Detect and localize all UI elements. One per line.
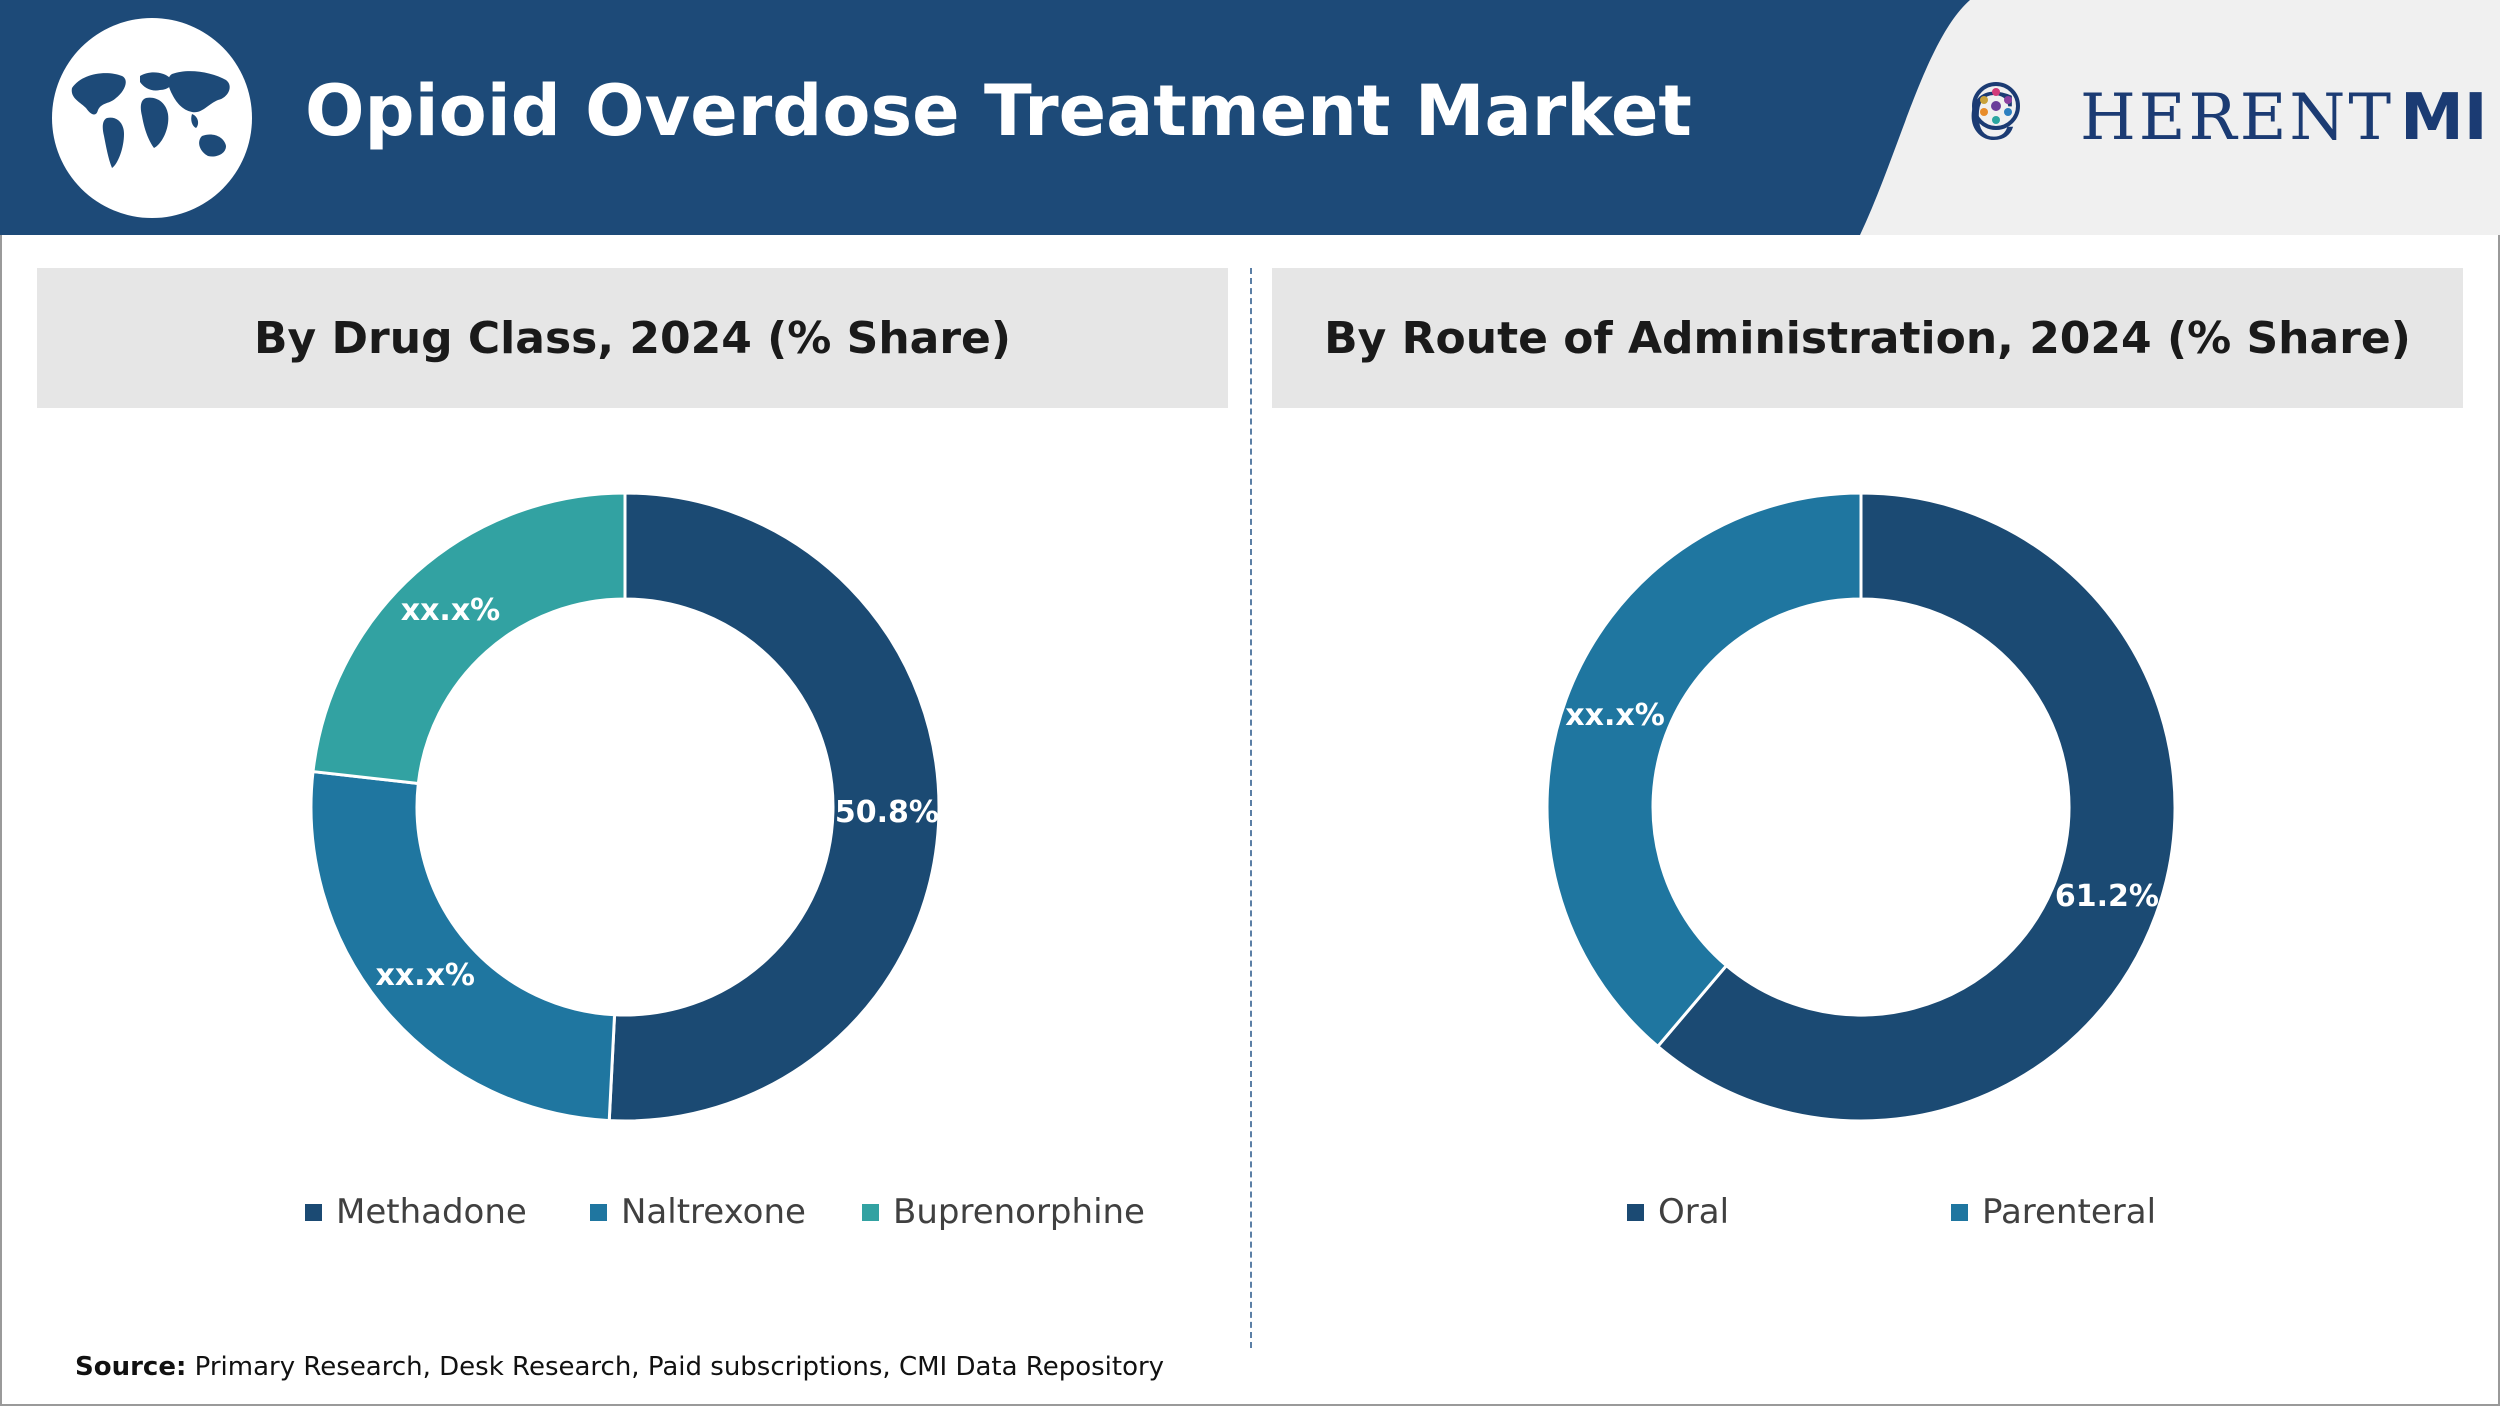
- world-map-icon: [52, 18, 252, 218]
- legend-label: Naltrexone: [621, 1192, 806, 1232]
- legend-item-naltrexone: Naltrexone: [590, 1192, 806, 1232]
- route-data-label-oral: 61.2%: [2055, 879, 2159, 914]
- legend-swatch: [1627, 1203, 1644, 1221]
- source-label: Source:: [75, 1352, 187, 1382]
- panel-title-route: By Route of Administration, 2024 (% Shar…: [1272, 268, 2463, 408]
- panel-title-drug-class: By Drug Class, 2024 (% Share): [37, 268, 1228, 408]
- header-banner: Opioid Overdose Treatment Market C HEREN…: [0, 0, 2500, 235]
- legend-swatch: [1951, 1203, 1968, 1221]
- legend-label: Methadone: [336, 1192, 527, 1232]
- panel-divider: [1250, 268, 1252, 1348]
- source-note: Source: Primary Research, Desk Research,…: [75, 1352, 1164, 1382]
- drug-class-slice-buprenorphine: [311, 491, 627, 786]
- brand-o-mark-icon: [1972, 82, 2078, 146]
- legend-swatch: [862, 1203, 879, 1221]
- legend-item-parenteral: Parenteral: [1951, 1192, 2156, 1232]
- route-data-label-parenteral: xx.x%: [1565, 698, 1665, 733]
- header-background: [0, 0, 2500, 235]
- route-slice-parenteral: [1545, 491, 1863, 1049]
- source-text: Primary Research, Desk Research, Paid su…: [186, 1352, 1165, 1382]
- legend-route: Oral Parenteral: [0, 1192, 2500, 1242]
- page-title: Opioid Overdose Treatment Market: [305, 70, 1692, 152]
- drug-class-data-label-methadone: 50.8%: [835, 795, 939, 830]
- brand-logo: C HERENT MI: [1968, 78, 2488, 158]
- legend-label: Parenteral: [1982, 1192, 2157, 1232]
- legend-swatch: [305, 1203, 322, 1221]
- legend-swatch: [590, 1203, 607, 1221]
- drug-class-data-label-buprenorphine: xx.x%: [401, 593, 501, 628]
- legend-item-buprenorphine: Buprenorphine: [862, 1192, 1145, 1232]
- legend-label: Buprenorphine: [893, 1192, 1145, 1232]
- drug-class-slice-naltrexone: [309, 769, 617, 1123]
- brand-name: HERENT: [2079, 81, 2395, 155]
- legend-item-oral: Oral: [1627, 1192, 1729, 1232]
- legend-label: Oral: [1658, 1192, 1730, 1232]
- brand-mi: MI: [2400, 81, 2488, 155]
- legend-item-methadone: Methadone: [305, 1192, 527, 1232]
- legend-drug-class: Methadone Naltrexone Buprenorphine: [0, 1192, 1250, 1242]
- drug-class-slice-methadone: [607, 491, 941, 1123]
- drug-class-data-label-naltrexone: xx.x%: [375, 958, 475, 993]
- route-slice-oral: [1655, 491, 2177, 1123]
